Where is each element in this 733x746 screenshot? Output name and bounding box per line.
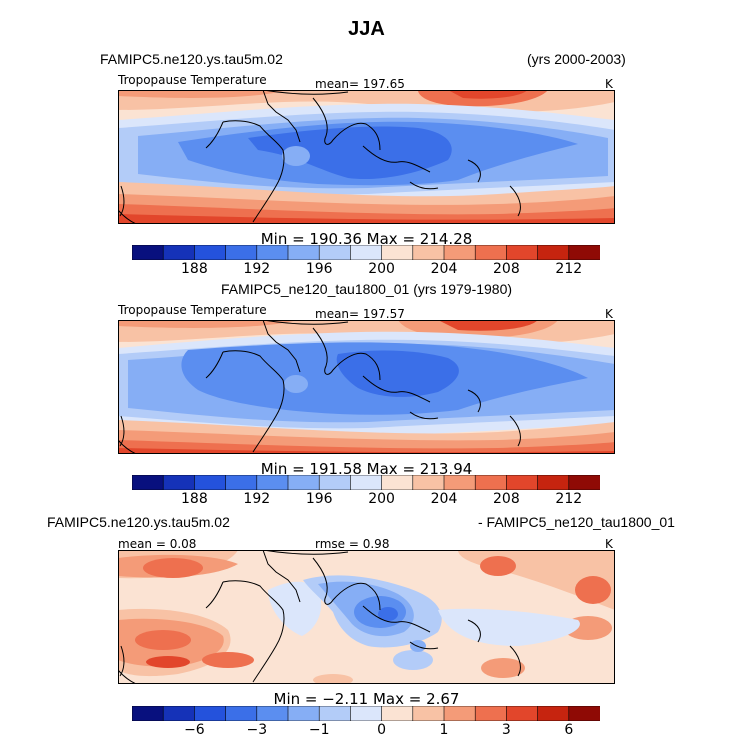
panel3-colorbar: [132, 706, 600, 721]
colorbar-tick-label: 188: [181, 261, 208, 277]
panel2-map: [118, 320, 615, 454]
colorbar-segment: [474, 475, 508, 490]
colorbar-segment: [287, 245, 321, 260]
colorbar-segment: [194, 475, 227, 490]
colorbar-segment: [474, 706, 508, 721]
panel2-minmax-label: Min = 191.58 Max = 213.94: [260, 460, 473, 478]
colorbar-segment: [537, 706, 570, 721]
panel2-units-label: K: [605, 307, 613, 321]
colorbar-svg: [132, 475, 600, 490]
panel3-colorbar-ticks: −6 −3 −1 0 1 3 6: [132, 721, 600, 739]
colorbar-segment: [256, 245, 289, 260]
colorbar-segment: [287, 475, 321, 490]
colorbar-segment: [132, 245, 165, 260]
panel1-variable-label: Tropopause Temperature: [118, 73, 267, 87]
panel1-case-label: FAMIPC5.ne120.ys.tau5m.02: [100, 51, 283, 67]
colorbar-segment: [443, 245, 477, 260]
colorbar-segment: [506, 475, 539, 490]
colorbar-tick-label: 196: [305, 491, 333, 507]
colorbar-segment: [287, 706, 321, 721]
panel2-colorbar-ticks: 188 192 196 200 204 208 212: [132, 490, 600, 508]
panel3-case-label: FAMIPC5.ne120.ys.tau5m.02: [47, 514, 230, 530]
colorbar-segment: [537, 475, 570, 490]
panel1-years-label: (yrs 2000-2003): [527, 51, 626, 67]
colorbar-segment: [162, 706, 196, 721]
colorbar-segment: [162, 245, 196, 260]
panel2-colorbar: [132, 475, 600, 490]
colorbar-segment: [194, 245, 227, 260]
colorbar-svg: [132, 245, 600, 260]
colorbar-segment: [506, 706, 539, 721]
colorbar-segment: [474, 245, 508, 260]
colorbar-tick-label: 6: [564, 722, 574, 738]
colorbar-segment: [318, 706, 352, 721]
colorbar-segment: [225, 245, 258, 260]
main-title: JJA: [348, 18, 385, 40]
panel3-case-label-right: - FAMIPC5_ne120_tau1800_01: [478, 514, 675, 530]
colorbar-segment: [225, 475, 258, 490]
panel1-mean-label: mean= 197.65: [315, 77, 405, 91]
colorbar-segment: [381, 706, 414, 721]
colorbar-tick-label: 200: [368, 491, 395, 507]
colorbar-segment: [381, 245, 414, 260]
panel1-colorbar-ticks: 188 192 196 200 204 208 212: [132, 260, 600, 278]
panel2-case-label: FAMIPC5_ne120_tau1800_01 (yrs 1979-1980): [220, 281, 513, 297]
panel1-map: [118, 90, 615, 224]
colorbar-segment: [318, 245, 352, 260]
colorbar-segment: [506, 245, 539, 260]
colorbar-segment: [443, 475, 477, 490]
colorbar-segment: [162, 475, 196, 490]
colorbar-segment: [568, 245, 600, 260]
colorbar-tick-label: 192: [243, 261, 271, 277]
colorbar-segment: [412, 245, 445, 260]
panel2-mean-label: mean= 197.57: [315, 307, 405, 321]
colorbar-tick-label: −3: [246, 722, 268, 738]
colorbar-tick-label: 0: [377, 722, 387, 738]
colorbar-tick-label: −1: [308, 722, 330, 738]
colorbar-tick-label: 3: [501, 722, 511, 738]
colorbar-segment: [381, 475, 414, 490]
panel1-colorbar: [132, 245, 600, 260]
colorbar-segment: [568, 706, 600, 721]
colorbar-segment: [412, 706, 445, 721]
colorbar-tick-label: 1: [439, 722, 449, 738]
colorbar-segment: [225, 706, 258, 721]
colorbar-segment: [350, 475, 383, 490]
colorbar-tick-label: 192: [243, 491, 271, 507]
panel2-variable-label: Tropopause Temperature: [118, 303, 267, 317]
colorbar-segment: [194, 706, 227, 721]
colorbar-tick-label: −6: [184, 722, 205, 738]
colorbar-segment: [132, 475, 165, 490]
colorbar-segment: [256, 475, 289, 490]
colorbar-segment: [350, 245, 383, 260]
panel3-map: [118, 550, 615, 684]
colorbar-segment: [132, 706, 165, 721]
colorbar-segment: [537, 245, 570, 260]
colorbar-tick-label: 188: [181, 491, 208, 507]
panel3-rmse-label: rmse = 0.98: [315, 537, 390, 551]
colorbar-tick-label: 212: [555, 491, 583, 507]
panel1-minmax-label: Min = 190.36 Max = 214.28: [260, 230, 473, 248]
colorbar-tick-label: 208: [493, 261, 520, 277]
colorbar-segment: [256, 706, 289, 721]
colorbar-tick-label: 200: [368, 261, 395, 277]
panel3-minmax-label: Min = −2.11 Max = 2.67: [273, 690, 460, 708]
colorbar-tick-label: 204: [430, 491, 458, 507]
colorbar-tick-label: 208: [493, 491, 520, 507]
colorbar-segment: [412, 475, 445, 490]
panel3-mean-label: mean = 0.08: [118, 537, 197, 551]
colorbar-svg: [132, 706, 600, 721]
colorbar-segment: [443, 706, 477, 721]
colorbar-tick-label: 212: [555, 261, 583, 277]
colorbar-segment: [568, 475, 600, 490]
colorbar-segment: [318, 475, 352, 490]
panel1-units-label: K: [605, 77, 613, 91]
panel3-units-label: K: [605, 537, 613, 551]
colorbar-tick-label: 204: [430, 261, 458, 277]
colorbar-tick-label: 196: [305, 261, 333, 277]
colorbar-segment: [350, 706, 383, 721]
